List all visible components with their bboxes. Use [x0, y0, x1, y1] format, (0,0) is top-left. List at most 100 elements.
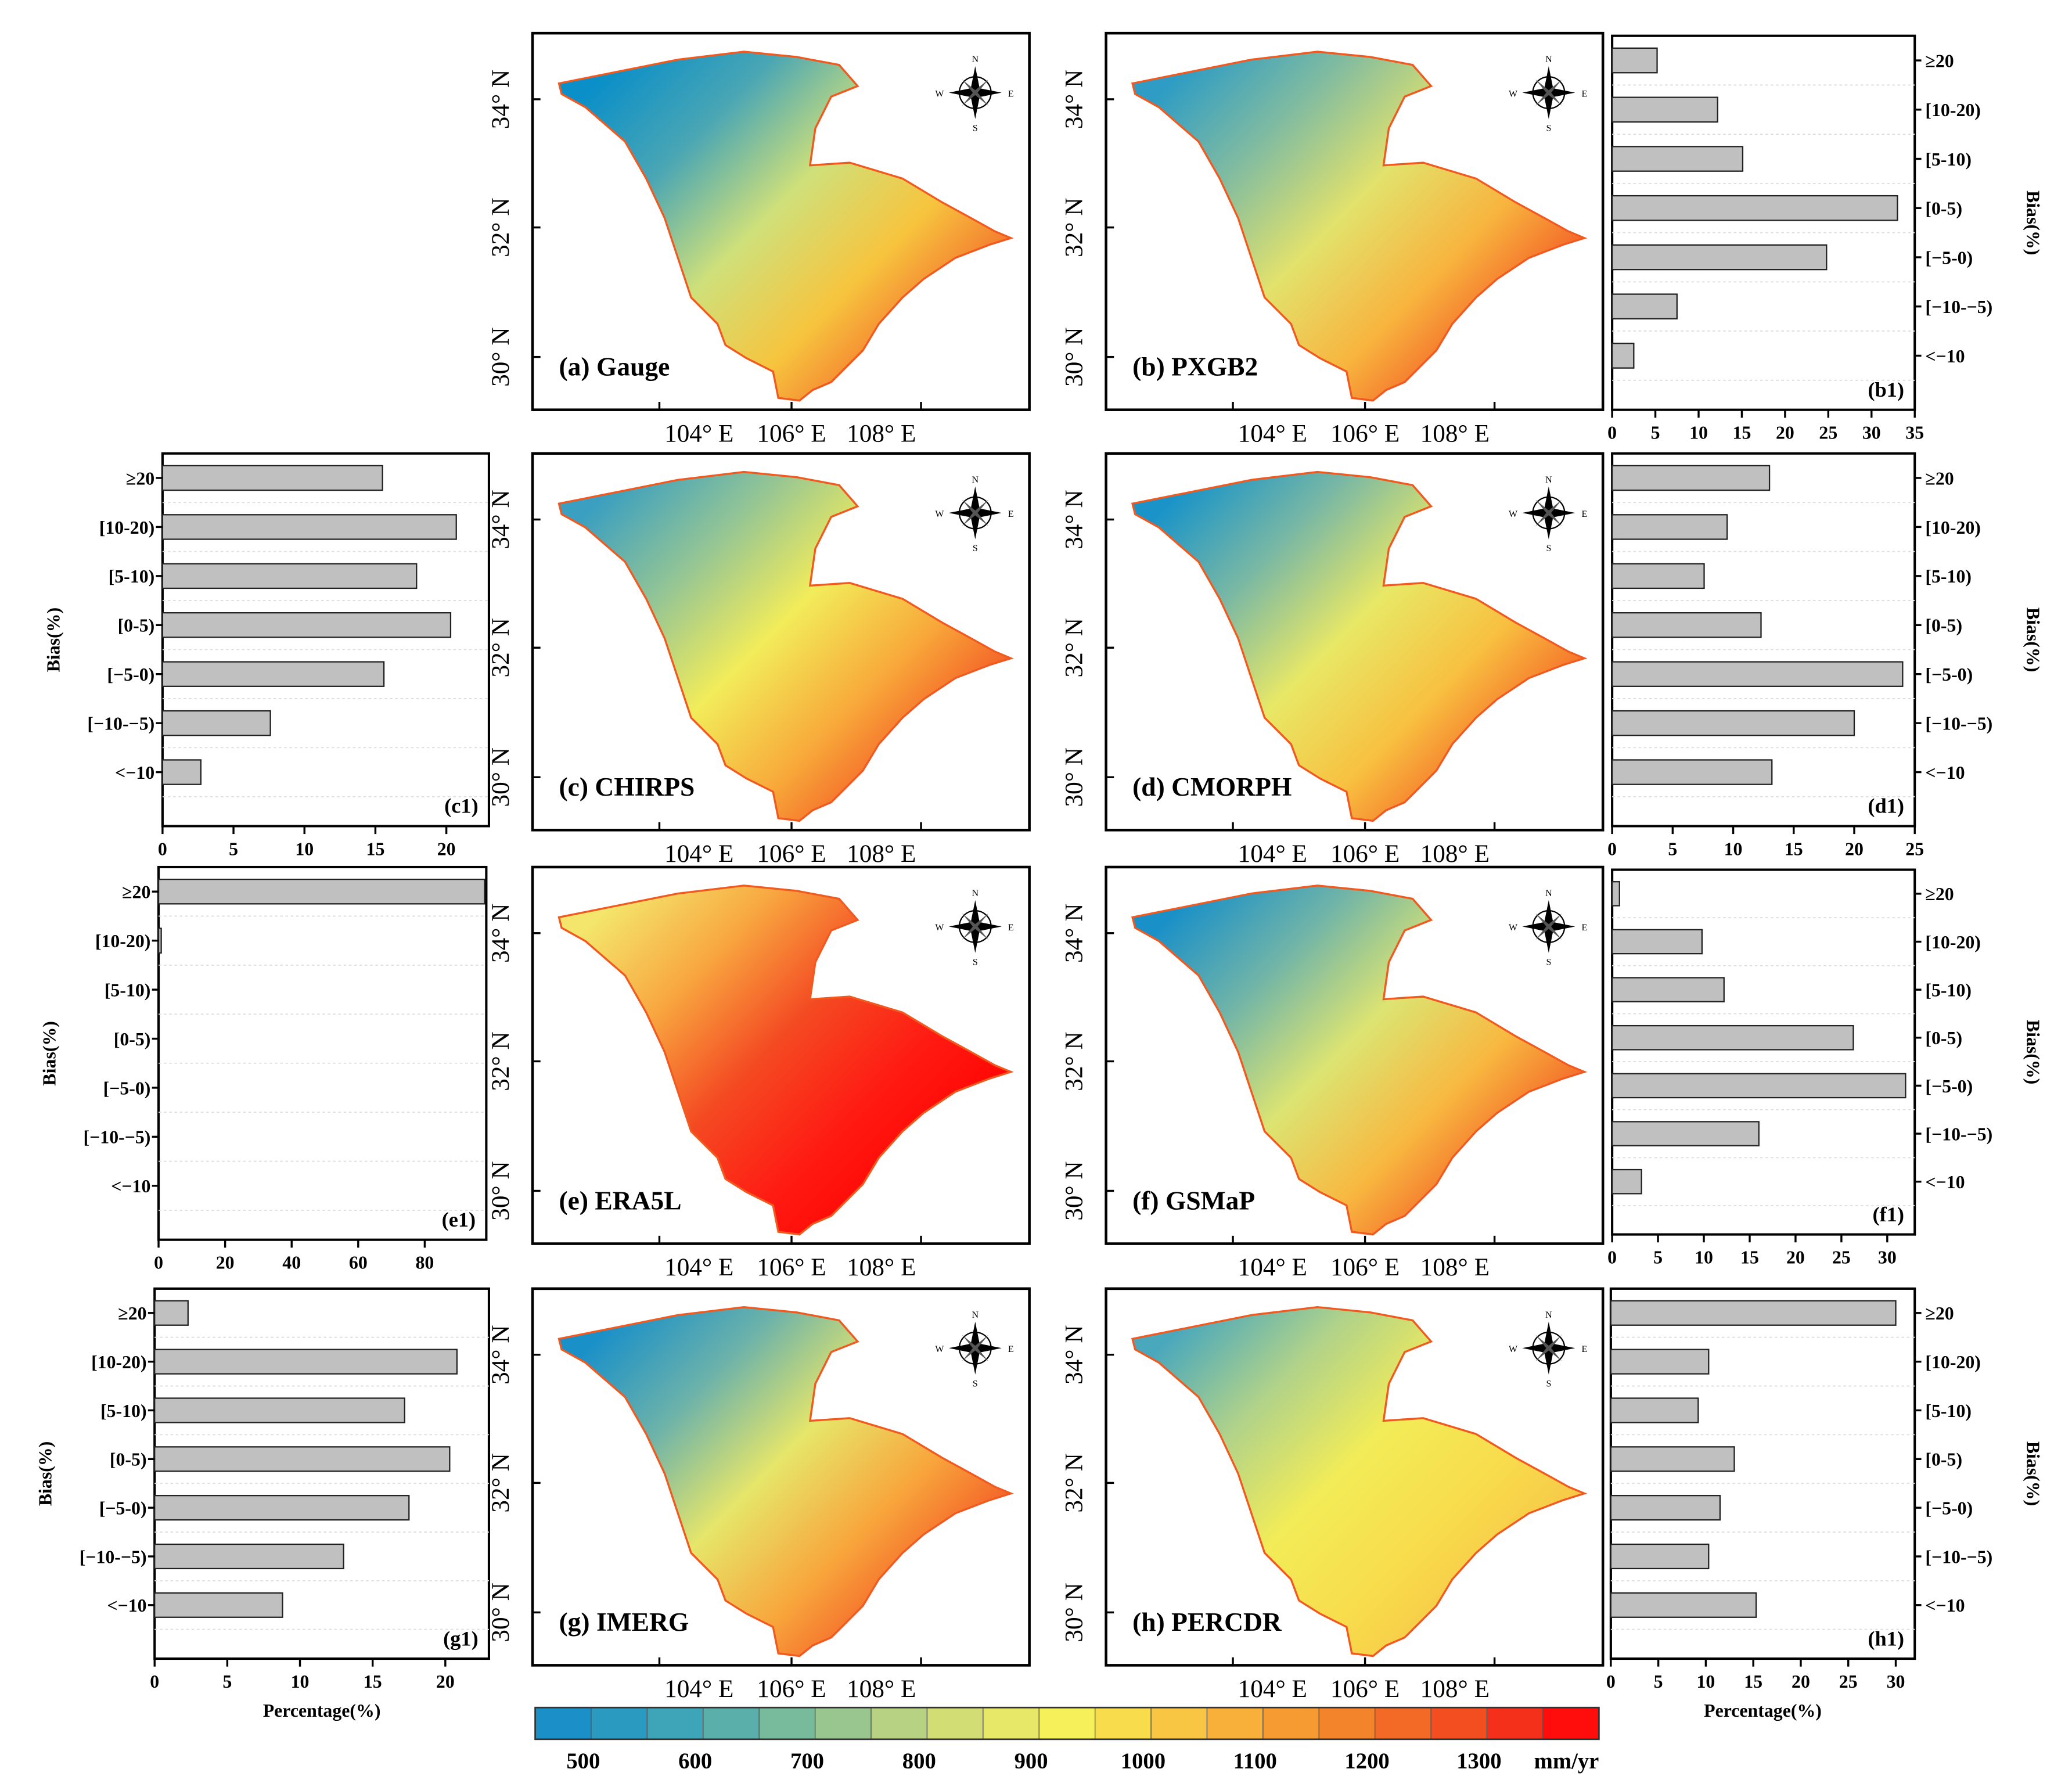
y-tick-label: [0-5)	[1925, 199, 1962, 219]
y-tick-label: [0-5)	[1925, 1450, 1962, 1470]
colorbar-frame	[534, 1706, 1600, 1741]
x-tick-label: 10	[291, 1671, 310, 1692]
x-tick-label: 80	[415, 1253, 434, 1273]
x-tick-label: 20	[1786, 1247, 1805, 1268]
colorbar-unit: mm/yr	[1534, 1749, 1599, 1774]
colorbar-swatch	[1094, 1707, 1152, 1740]
y-tick-label: <−10	[115, 763, 154, 783]
lon-tick-label: 108° E	[1420, 419, 1490, 447]
bar-panel-frame	[161, 452, 490, 828]
map-panel-label: (h) PERCDR	[1132, 1607, 1282, 1637]
y-axis-label: Bias(%)	[39, 1021, 60, 1085]
bar	[154, 1397, 405, 1423]
x-tick-label: 0	[158, 839, 167, 860]
bar	[1611, 293, 1678, 320]
bar-panel-label: (b1)	[1868, 378, 1904, 401]
y-tick-label: [−10-−5)	[1925, 1547, 1992, 1567]
lat-tick-label: 30° N	[487, 1583, 515, 1642]
colorbar-swatch	[1318, 1707, 1376, 1740]
y-tick-label: [5-10)	[1925, 149, 1972, 170]
compass-w: W	[1509, 89, 1517, 99]
y-tick-label: <−10	[1925, 1172, 1965, 1192]
x-tick-label: 20	[216, 1253, 235, 1273]
map-panel-b: (b) PXGB2 34° N 32° N 30° N 104° E 106° E 108°…	[1060, 31, 1605, 447]
y-tick-label: [0-5)	[118, 616, 155, 636]
bar	[1611, 1121, 1760, 1146]
compass-e: E	[1581, 89, 1587, 99]
bar	[154, 1349, 458, 1375]
bar	[1611, 563, 1705, 589]
x-tick-label: 10	[1695, 1247, 1713, 1268]
y-tick-label: [5-10)	[1925, 566, 1972, 587]
lat-tick-label: 30° N	[1060, 1583, 1088, 1642]
bar	[154, 1446, 451, 1472]
y-tick-label: [10-20)	[91, 1352, 147, 1372]
y-tick-label: [−10-−5)	[80, 1547, 147, 1567]
x-tick-label: 5	[222, 1671, 232, 1692]
compass-e: E	[1008, 509, 1014, 519]
compass-s: S	[973, 544, 978, 553]
compass-n: N	[972, 1310, 979, 1320]
lat-tick-label: 32° N	[1060, 618, 1088, 678]
bar	[1610, 1300, 1897, 1326]
bar-panel-frame	[1611, 34, 1916, 411]
bar	[157, 878, 485, 905]
compass-icon: N S E W	[935, 1310, 1013, 1389]
lat-tick-label: 30° N	[1060, 747, 1088, 807]
lat-tick-label: 32° N	[487, 618, 515, 678]
compass-icon: N S E W	[1509, 889, 1587, 967]
y-tick-label: [−5-0)	[99, 1498, 147, 1519]
compass-s: S	[1546, 544, 1551, 553]
y-tick-label: <−10	[1925, 346, 1965, 366]
x-tick-label: 5	[1653, 1247, 1663, 1268]
colorbar-label: 1300	[1456, 1749, 1501, 1774]
colorbar-swatch	[1430, 1707, 1488, 1740]
compass-e: E	[1581, 923, 1587, 933]
bar-panel-c1: ≥20 [10-20) [5-10) [0-5) [−5-0) [−10-−5) <−10 0…	[43, 452, 490, 860]
y-tick-label: [0-5)	[114, 1029, 151, 1049]
y-tick-label: [10-20)	[1925, 100, 1981, 120]
x-tick-label: 5	[1654, 1671, 1663, 1692]
x-tick-label: 20	[437, 839, 456, 860]
bar-panel-label: (e1)	[442, 1208, 476, 1231]
basin-precipitation-map	[1131, 884, 1588, 1236]
colorbar-swatch	[591, 1707, 648, 1740]
y-tick-label: [−10-−5)	[87, 714, 154, 734]
y-tick-label: [5-10)	[1925, 1401, 1972, 1421]
compass-w: W	[935, 1344, 944, 1354]
bar	[161, 465, 383, 491]
y-tick-label: ≥20	[1925, 884, 1954, 904]
bar-panel-label: (g1)	[443, 1627, 479, 1650]
bar	[1611, 881, 1620, 907]
x-tick-label: 30	[1878, 1247, 1897, 1268]
bar	[1611, 1024, 1854, 1051]
y-axis-label: Bias(%)	[43, 607, 63, 672]
y-tick-label: [−10-−5)	[1925, 297, 1992, 317]
lat-tick-label: 34° N	[487, 490, 515, 549]
x-tick-label: 0	[1607, 1247, 1617, 1268]
compass-s: S	[973, 1379, 978, 1389]
lon-tick-label: 104° E	[1238, 419, 1307, 447]
lon-tick-label: 108° E	[1420, 1675, 1490, 1703]
lon-tick-label: 104° E	[664, 1675, 733, 1703]
x-tick-label: 5	[1668, 839, 1677, 860]
colorbar-swatch	[1038, 1707, 1096, 1740]
x-tick-label: 0	[154, 1253, 163, 1273]
bar	[1611, 343, 1635, 369]
x-tick-label: 35	[1905, 423, 1924, 443]
bar	[157, 927, 162, 954]
x-tick-label: 5	[1651, 423, 1660, 443]
x-tick-label: 20	[1845, 839, 1864, 860]
x-tick-label: 25	[1839, 1671, 1858, 1692]
bar	[1610, 1543, 1710, 1570]
y-tick-label: [5-10)	[105, 980, 151, 1000]
compass-w: W	[1509, 509, 1517, 519]
x-tick-label: 25	[1905, 839, 1924, 860]
y-tick-label: [−5-0)	[103, 1078, 151, 1098]
y-tick-label: ≥20	[1925, 51, 1954, 71]
x-tick-label: 15	[364, 1671, 382, 1692]
colorbar-swatch	[703, 1707, 760, 1740]
colorbar-swatch	[1262, 1707, 1320, 1740]
y-tick-label: [−5-0)	[1925, 664, 1973, 685]
compass-s: S	[1546, 1379, 1551, 1389]
